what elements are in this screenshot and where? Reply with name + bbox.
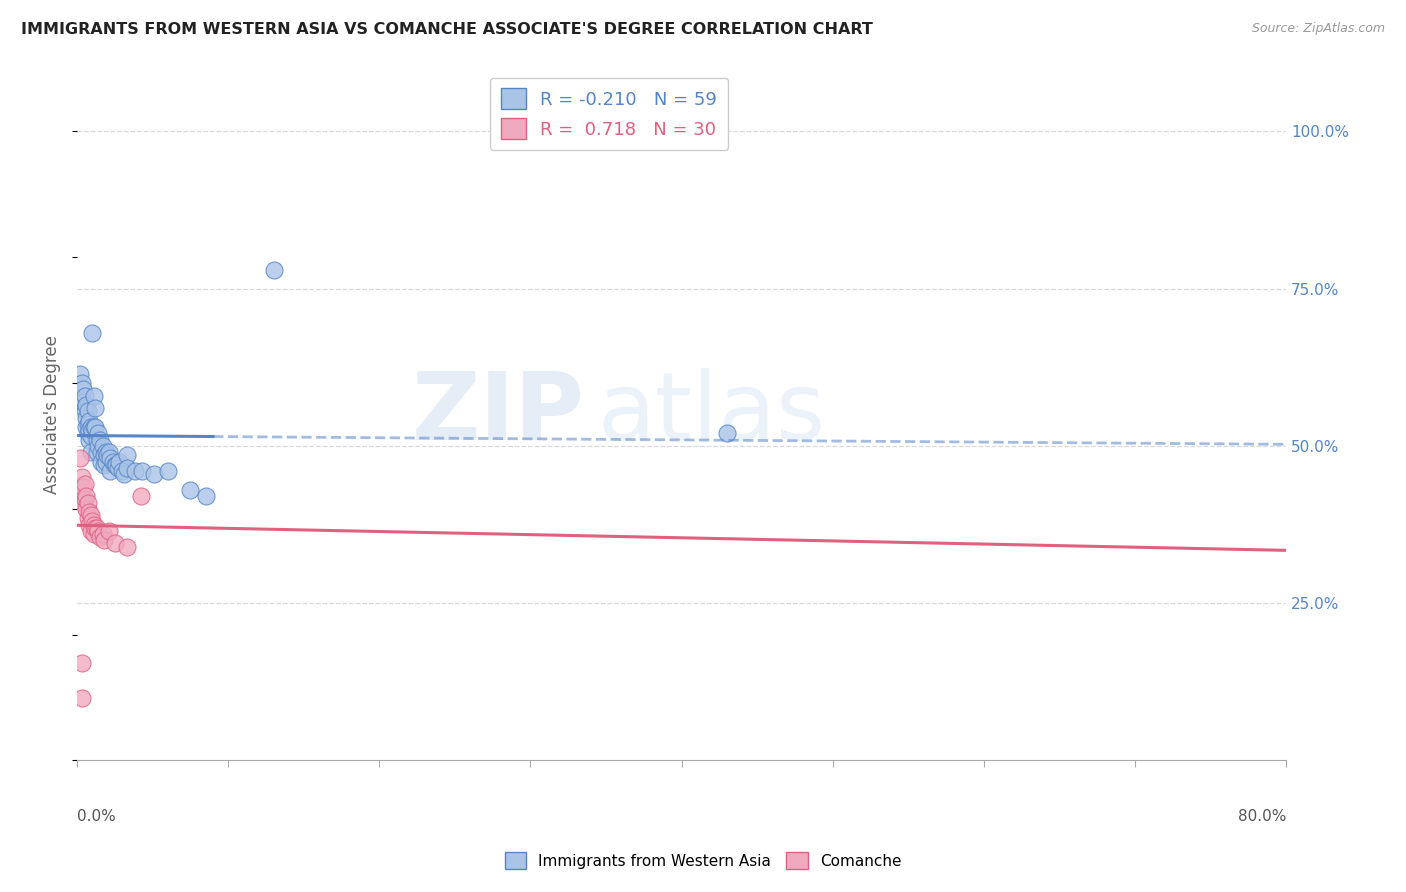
Point xyxy=(716,426,738,441)
Point xyxy=(73,388,96,402)
Point xyxy=(90,445,112,459)
Text: 80.0%: 80.0% xyxy=(1237,809,1286,824)
Y-axis label: Associate's Degree: Associate's Degree xyxy=(44,335,60,494)
Point xyxy=(179,483,201,497)
Point xyxy=(94,455,117,469)
Legend: R = -0.210   N = 59, R =  0.718   N = 30: R = -0.210 N = 59, R = 0.718 N = 30 xyxy=(489,78,728,150)
Point xyxy=(104,536,127,550)
Point xyxy=(115,540,138,554)
Point xyxy=(73,404,96,418)
Point xyxy=(90,455,112,469)
Point xyxy=(98,451,121,466)
Point xyxy=(82,423,104,437)
Point xyxy=(84,420,107,434)
Point xyxy=(105,458,128,472)
Point xyxy=(75,489,97,503)
Point xyxy=(70,392,93,406)
Point xyxy=(76,511,98,525)
Point xyxy=(76,495,98,509)
Point xyxy=(83,420,105,434)
Point xyxy=(97,524,120,538)
Point xyxy=(93,448,115,462)
Point xyxy=(83,388,105,402)
Legend: Immigrants from Western Asia, Comanche: Immigrants from Western Asia, Comanche xyxy=(499,846,907,875)
Point xyxy=(112,467,135,482)
Point xyxy=(107,461,129,475)
Point xyxy=(72,395,94,409)
Point xyxy=(80,508,103,522)
Point xyxy=(263,262,285,277)
Point xyxy=(87,439,110,453)
Text: Source: ZipAtlas.com: Source: ZipAtlas.com xyxy=(1251,22,1385,36)
Point xyxy=(72,382,94,396)
Point xyxy=(70,690,93,705)
Point xyxy=(124,464,146,478)
Point xyxy=(86,433,108,447)
Point xyxy=(70,376,93,390)
Text: ZIP: ZIP xyxy=(412,368,585,460)
Point xyxy=(194,489,217,503)
Point xyxy=(104,458,127,472)
Point xyxy=(80,420,103,434)
Point xyxy=(77,517,100,532)
Point xyxy=(83,527,105,541)
Point xyxy=(75,501,97,516)
Point xyxy=(91,527,114,541)
Point xyxy=(89,433,111,447)
Point xyxy=(115,461,138,475)
Point xyxy=(70,656,93,670)
Point xyxy=(80,429,103,443)
Point xyxy=(111,464,134,478)
Point xyxy=(77,505,100,519)
Point xyxy=(93,533,115,548)
Point xyxy=(73,401,96,416)
Point xyxy=(73,492,96,507)
Text: 0.0%: 0.0% xyxy=(77,809,115,824)
Point xyxy=(80,524,103,538)
Point xyxy=(83,517,105,532)
Point xyxy=(70,470,93,484)
Text: IMMIGRANTS FROM WESTERN ASIA VS COMANCHE ASSOCIATE'S DEGREE CORRELATION CHART: IMMIGRANTS FROM WESTERN ASIA VS COMANCHE… xyxy=(21,22,873,37)
Point xyxy=(82,515,104,529)
Point xyxy=(77,423,100,437)
Point xyxy=(70,489,93,503)
Point xyxy=(76,426,98,441)
Point xyxy=(69,367,91,381)
Point xyxy=(72,480,94,494)
Point xyxy=(77,414,100,428)
Point xyxy=(80,445,103,459)
Point xyxy=(93,458,115,472)
Point xyxy=(91,439,114,453)
Point xyxy=(84,401,107,416)
Point xyxy=(77,433,100,447)
Point xyxy=(75,398,97,412)
Point xyxy=(89,530,111,544)
Point xyxy=(87,426,110,441)
Point xyxy=(115,448,138,462)
Point xyxy=(129,489,152,503)
Point xyxy=(108,455,131,469)
Point xyxy=(72,495,94,509)
Point xyxy=(84,521,107,535)
Point xyxy=(73,476,96,491)
Point xyxy=(82,326,104,340)
Point xyxy=(75,410,97,425)
Point xyxy=(94,445,117,459)
Point xyxy=(103,455,125,469)
Point xyxy=(76,417,98,431)
Point xyxy=(131,464,153,478)
Text: atlas: atlas xyxy=(598,368,825,460)
Point xyxy=(98,464,121,478)
Point xyxy=(97,445,120,459)
Point xyxy=(86,445,108,459)
Point xyxy=(96,448,118,462)
Point xyxy=(87,524,110,538)
Point xyxy=(86,521,108,535)
Point xyxy=(143,467,166,482)
Point xyxy=(75,420,97,434)
Point xyxy=(156,464,179,478)
Point xyxy=(69,451,91,466)
Point xyxy=(76,404,98,418)
